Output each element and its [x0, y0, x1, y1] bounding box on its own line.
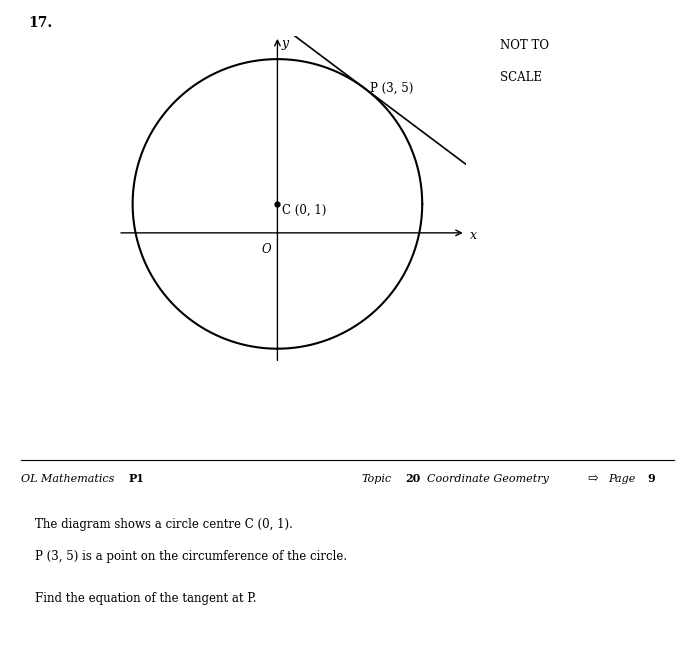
- Text: O: O: [262, 243, 272, 256]
- Text: y: y: [281, 38, 288, 51]
- Text: P (3, 5): P (3, 5): [370, 82, 414, 95]
- Text: The diagram shows a circle centre C (0, 1).: The diagram shows a circle centre C (0, …: [35, 518, 293, 531]
- Text: P1: P1: [129, 473, 145, 484]
- Text: x: x: [470, 229, 477, 242]
- Text: ⇨: ⇨: [587, 472, 598, 485]
- Text: Coordinate Geometry: Coordinate Geometry: [427, 474, 549, 484]
- Text: Page: Page: [608, 474, 635, 484]
- Text: C (0, 1): C (0, 1): [281, 204, 326, 217]
- Text: 20: 20: [405, 473, 420, 484]
- Text: NOT TO: NOT TO: [500, 39, 550, 52]
- Text: SCALE: SCALE: [500, 71, 542, 84]
- Text: OL Mathematics: OL Mathematics: [21, 474, 114, 484]
- Text: Find the equation of the tangent at P.: Find the equation of the tangent at P.: [35, 592, 256, 605]
- Text: 9: 9: [648, 473, 655, 484]
- Text: 17.: 17.: [28, 16, 52, 31]
- Text: Topic: Topic: [361, 474, 391, 484]
- Text: P (3, 5) is a point on the circumference of the circle.: P (3, 5) is a point on the circumference…: [35, 550, 347, 563]
